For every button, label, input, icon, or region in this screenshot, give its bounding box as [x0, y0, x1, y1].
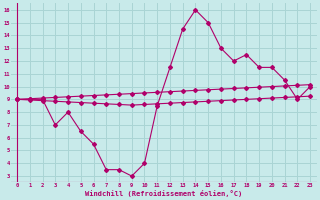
- X-axis label: Windchill (Refroidissement éolien,°C): Windchill (Refroidissement éolien,°C): [85, 190, 242, 197]
